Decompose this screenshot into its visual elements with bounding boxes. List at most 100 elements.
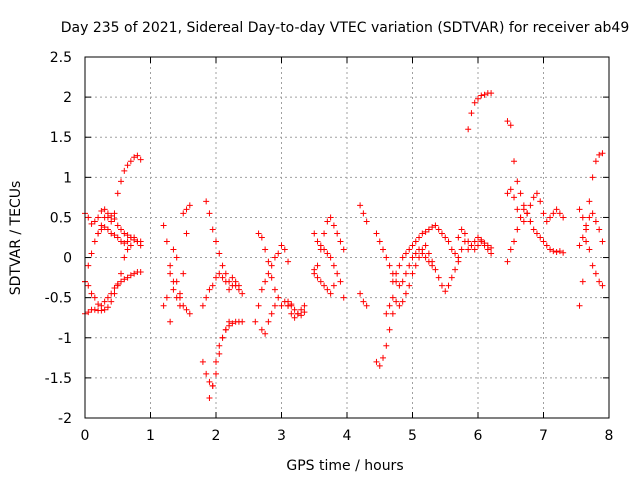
data-point xyxy=(206,210,213,217)
data-point xyxy=(475,95,481,102)
plot-frame xyxy=(84,56,610,419)
data-point xyxy=(579,234,586,241)
data-point xyxy=(301,302,308,309)
data-point xyxy=(448,274,455,281)
data-point xyxy=(216,350,223,357)
data-point xyxy=(592,218,599,225)
series-seg-ag xyxy=(576,150,606,309)
data-point xyxy=(452,250,459,257)
data-point xyxy=(298,312,305,319)
data-point xyxy=(429,224,436,231)
data-point xyxy=(576,242,583,249)
data-point xyxy=(114,190,121,197)
data-point xyxy=(576,302,583,309)
data-point xyxy=(475,242,481,249)
data-point xyxy=(530,226,537,233)
data-point xyxy=(475,234,481,241)
data-point xyxy=(314,274,321,281)
data-point xyxy=(514,226,521,233)
data-point xyxy=(465,238,472,245)
data-point xyxy=(180,210,187,217)
data-point xyxy=(442,288,449,295)
x-tick-label: 1 xyxy=(146,428,155,444)
data-point xyxy=(285,258,292,265)
data-point xyxy=(213,358,219,365)
data-point xyxy=(186,202,193,209)
data-point xyxy=(435,226,442,233)
data-point xyxy=(104,304,111,311)
data-point xyxy=(389,278,396,285)
data-point xyxy=(213,274,219,281)
data-point xyxy=(409,242,416,249)
data-point xyxy=(455,234,462,241)
data-point xyxy=(556,248,563,255)
data-point xyxy=(386,326,393,333)
data-point xyxy=(95,301,102,308)
data-point xyxy=(412,238,419,245)
series-seg-e xyxy=(95,210,144,245)
data-point xyxy=(537,234,544,241)
data-point xyxy=(271,286,278,293)
data-point xyxy=(255,302,262,309)
data-point xyxy=(265,270,272,277)
data-point xyxy=(442,234,449,241)
x-tick-label: 5 xyxy=(408,428,417,444)
data-point xyxy=(127,234,134,241)
data-point xyxy=(216,250,223,257)
data-point xyxy=(124,162,131,169)
series-seg-r xyxy=(311,214,347,277)
data-point xyxy=(111,216,118,223)
series-seg-g xyxy=(160,222,193,317)
series-seg-l xyxy=(206,318,233,401)
data-point xyxy=(458,246,465,253)
data-point xyxy=(170,246,177,253)
data-point xyxy=(596,226,603,233)
data-point xyxy=(507,246,514,253)
data-point xyxy=(586,214,593,221)
x-tick-label: 7 xyxy=(539,428,548,444)
series-seg-b xyxy=(82,268,144,309)
data-point xyxy=(386,262,393,269)
data-point xyxy=(383,310,390,317)
data-point xyxy=(311,266,318,273)
data-point xyxy=(127,158,134,165)
data-point xyxy=(118,238,125,245)
data-point xyxy=(504,118,511,125)
data-point xyxy=(422,228,429,235)
data-point xyxy=(298,306,305,313)
data-point xyxy=(478,92,485,99)
data-point xyxy=(176,290,183,297)
data-point xyxy=(468,242,475,249)
data-point xyxy=(98,307,105,314)
data-point xyxy=(330,222,337,229)
data-point xyxy=(399,298,406,305)
series-seg-q xyxy=(285,302,308,321)
grid-lines xyxy=(85,57,609,418)
data-point xyxy=(389,294,396,301)
data-point xyxy=(163,294,170,301)
data-point xyxy=(95,214,102,221)
data-point xyxy=(160,222,167,229)
data-point xyxy=(118,278,125,285)
data-point xyxy=(183,230,190,237)
y-tick-label: -1 xyxy=(58,331,72,347)
data-point xyxy=(131,236,138,243)
series-seg-u xyxy=(357,202,370,225)
y-tick-label: 2 xyxy=(63,90,72,106)
series-seg-o xyxy=(258,302,278,337)
data-point xyxy=(108,218,115,225)
data-point xyxy=(176,302,183,309)
data-point xyxy=(511,158,518,165)
data-point xyxy=(386,302,393,309)
data-point xyxy=(340,294,347,301)
data-point xyxy=(327,254,334,261)
data-point xyxy=(363,218,370,225)
data-point xyxy=(108,212,115,219)
data-point xyxy=(327,290,334,297)
data-point xyxy=(262,246,269,253)
data-point xyxy=(167,262,174,269)
data-point xyxy=(533,230,540,237)
data-point xyxy=(507,122,514,129)
data-point xyxy=(203,198,210,205)
